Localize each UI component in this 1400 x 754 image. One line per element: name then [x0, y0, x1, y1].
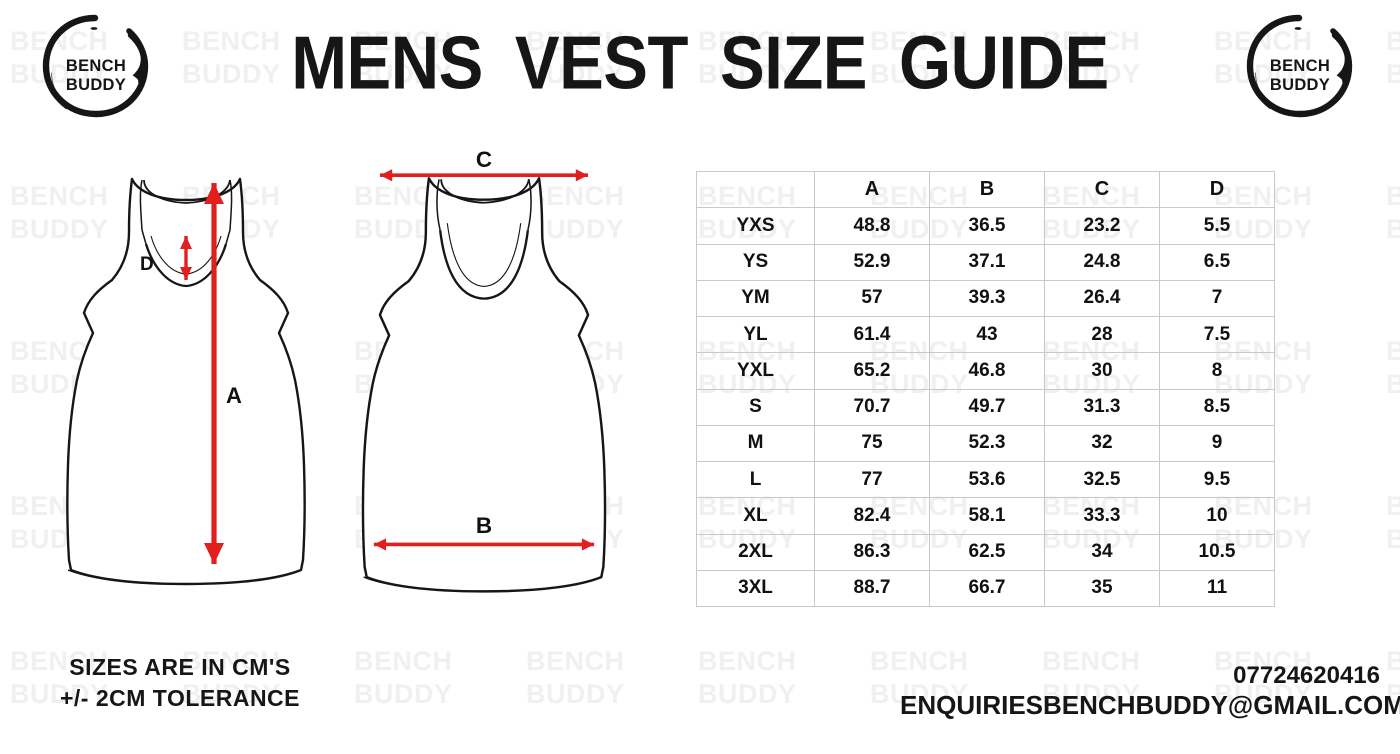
svg-text:C: C — [476, 147, 492, 172]
svg-text:B: B — [476, 513, 492, 538]
svg-text:D: D — [140, 254, 154, 275]
svg-text:A: A — [226, 383, 242, 408]
